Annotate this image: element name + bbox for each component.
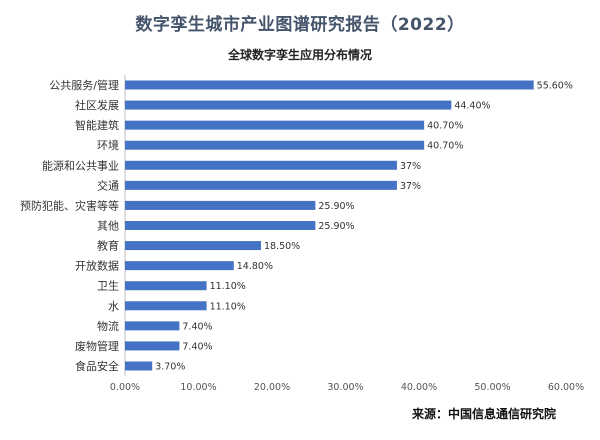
category-label: 社区发展 bbox=[75, 98, 119, 112]
category-label: 预防犯能、灾害等等 bbox=[20, 198, 119, 212]
category-label: 交通 bbox=[97, 178, 119, 192]
chart-subtitle: 全球数字孪生应用分布情况 bbox=[227, 48, 372, 62]
x-tick-label: 50.00% bbox=[474, 382, 510, 393]
category-label: 智能建筑 bbox=[75, 118, 119, 132]
data-label: 55.60% bbox=[537, 81, 573, 92]
bar bbox=[125, 200, 316, 210]
bar bbox=[125, 341, 180, 351]
data-label: 11.10% bbox=[210, 281, 246, 292]
category-label: 公共服务/管理 bbox=[49, 78, 119, 92]
category-label: 卫生 bbox=[97, 279, 119, 293]
category-label: 其他 bbox=[97, 220, 119, 233]
data-label: 14.80% bbox=[237, 261, 273, 272]
x-tick-label: 40.00% bbox=[401, 382, 437, 393]
data-label: 40.70% bbox=[427, 121, 463, 132]
bar bbox=[125, 160, 397, 170]
bar bbox=[125, 281, 207, 291]
data-label: 40.70% bbox=[427, 141, 463, 152]
data-label: 3.70% bbox=[155, 362, 185, 373]
category-label: 食品安全 bbox=[75, 359, 119, 373]
data-label: 11.10% bbox=[210, 301, 246, 312]
x-tick-label: 60.00% bbox=[548, 382, 584, 393]
data-label: 37% bbox=[400, 181, 421, 192]
category-label: 废物管理 bbox=[75, 339, 119, 353]
x-tick-label: 30.00% bbox=[327, 382, 363, 393]
category-label: 水 bbox=[108, 300, 119, 313]
plot-area: 公共服务/管理 55.60% 社区发展 44.40% 智能建筑 40.70% 环境 40.70… bbox=[20, 75, 584, 393]
bar bbox=[125, 361, 153, 371]
bar bbox=[125, 180, 397, 190]
data-label: 25.90% bbox=[318, 221, 354, 232]
bar bbox=[125, 241, 261, 251]
x-tick-label: 10.00% bbox=[180, 382, 216, 393]
bar bbox=[125, 301, 207, 311]
bar bbox=[125, 80, 534, 90]
category-label: 教育 bbox=[97, 239, 119, 253]
bar bbox=[125, 221, 316, 230]
x-tick-label: 0.00% bbox=[110, 382, 140, 393]
source-note: 来源：中国信息通信研究院 bbox=[411, 407, 556, 421]
data-label: 7.40% bbox=[182, 341, 212, 352]
data-label: 25.90% bbox=[318, 201, 354, 212]
category-label: 开放数据 bbox=[75, 259, 119, 273]
category-label: 环境 bbox=[97, 138, 119, 152]
x-tick-label: 20.00% bbox=[254, 382, 290, 393]
category-label: 物流 bbox=[97, 319, 119, 333]
bar bbox=[125, 140, 425, 150]
data-label: 7.40% bbox=[182, 321, 212, 332]
bar bbox=[125, 321, 180, 331]
bar bbox=[125, 120, 425, 130]
data-label: 18.50% bbox=[264, 241, 300, 252]
bar bbox=[125, 100, 452, 110]
data-label: 37% bbox=[400, 161, 421, 172]
chart-title: 数字孪生城市产业图谱研究报告（2022） bbox=[135, 15, 465, 35]
bar bbox=[125, 261, 234, 271]
data-label: 44.40% bbox=[454, 101, 490, 112]
category-label: 能源和公共事业 bbox=[42, 158, 119, 172]
